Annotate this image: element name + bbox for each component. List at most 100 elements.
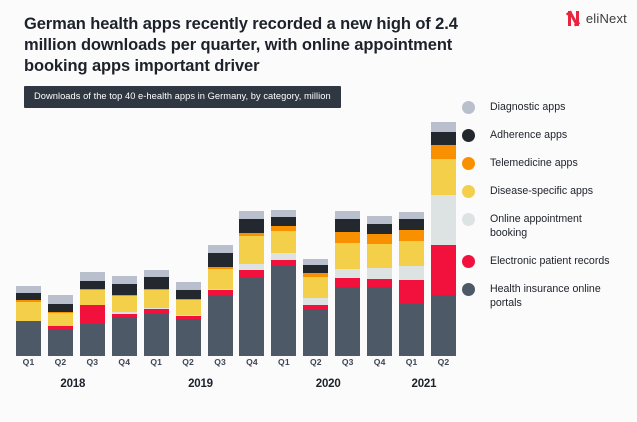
bar-segment[interactable] <box>335 211 361 220</box>
bar-segment[interactable] <box>111 296 137 312</box>
bar-segment[interactable] <box>143 313 169 356</box>
bar-segment[interactable] <box>79 289 105 291</box>
bar-segment[interactable] <box>143 308 169 314</box>
bar-segment[interactable] <box>399 265 425 281</box>
bar-segment[interactable] <box>239 263 265 271</box>
bar-segment[interactable] <box>367 267 393 280</box>
bar-segment[interactable] <box>239 270 265 278</box>
bar-segment[interactable] <box>271 264 297 356</box>
bar-segment[interactable] <box>16 286 41 294</box>
bar-segment[interactable] <box>175 315 201 319</box>
bar-segment[interactable] <box>111 313 137 317</box>
bar-segment[interactable] <box>399 219 425 231</box>
bar-segment[interactable] <box>271 231 297 253</box>
bar-column[interactable] <box>16 120 41 356</box>
bar-segment[interactable] <box>175 318 201 356</box>
bar-segment[interactable] <box>335 219 361 233</box>
bar-segment[interactable] <box>207 266 233 269</box>
bar-segment[interactable] <box>207 252 233 267</box>
bar-segment[interactable] <box>111 284 137 296</box>
bar-column[interactable] <box>271 120 297 356</box>
bar-segment[interactable] <box>79 281 105 290</box>
bar-segment[interactable] <box>47 311 73 313</box>
bar-segment[interactable] <box>430 194 456 245</box>
bar-segment[interactable] <box>79 323 105 356</box>
bar-segment[interactable] <box>271 259 297 265</box>
legend-item[interactable]: Online appointment booking <box>462 212 630 240</box>
bar-segment[interactable] <box>335 268 361 279</box>
legend-item[interactable]: Adherence apps <box>462 128 630 142</box>
bar-segment[interactable] <box>207 295 233 356</box>
bar-segment[interactable] <box>79 304 105 324</box>
bar-segment[interactable] <box>16 293 41 300</box>
bar-segment[interactable] <box>207 290 233 296</box>
bar-segment[interactable] <box>143 277 169 290</box>
bar-segment[interactable] <box>399 280 425 304</box>
bar-column[interactable] <box>239 120 265 356</box>
legend-item[interactable]: Telemedicine apps <box>462 156 630 170</box>
bar-segment[interactable] <box>335 287 361 356</box>
bar-segment[interactable] <box>143 290 169 308</box>
bar-segment[interactable] <box>335 278 361 288</box>
bar-segment[interactable] <box>430 159 456 195</box>
bar-segment[interactable] <box>271 217 297 227</box>
bar-segment[interactable] <box>367 224 393 235</box>
legend-item[interactable]: Disease-specific apps <box>462 184 630 198</box>
bar-column[interactable] <box>335 120 361 356</box>
bar-segment[interactable] <box>143 269 169 278</box>
bar-segment[interactable] <box>367 243 393 268</box>
bar-segment[interactable] <box>79 272 105 282</box>
legend-item[interactable]: Diagnostic apps <box>462 100 630 114</box>
bar-segment[interactable] <box>175 314 201 316</box>
bar-segment[interactable] <box>207 289 233 291</box>
bar-segment[interactable] <box>335 232 361 243</box>
bar-segment[interactable] <box>399 303 425 356</box>
bar-segment[interactable] <box>175 299 201 300</box>
bar-column[interactable] <box>303 120 329 356</box>
bar-column[interactable] <box>143 120 169 356</box>
bar-segment[interactable] <box>16 301 41 321</box>
bar-column[interactable] <box>367 120 393 356</box>
bar-column[interactable] <box>399 120 425 356</box>
bar-segment[interactable] <box>239 233 265 237</box>
bar-segment[interactable] <box>430 244 456 296</box>
bar-segment[interactable] <box>271 209 297 218</box>
bar-segment[interactable] <box>47 325 73 330</box>
bar-segment[interactable] <box>111 295 137 297</box>
bar-segment[interactable] <box>111 311 137 314</box>
bar-segment[interactable] <box>143 307 169 309</box>
bar-segment[interactable] <box>430 122 456 132</box>
bar-segment[interactable] <box>367 287 393 356</box>
bar-segment[interactable] <box>111 276 137 285</box>
bar-column[interactable] <box>79 120 105 356</box>
bar-column[interactable] <box>111 120 137 356</box>
bar-segment[interactable] <box>399 240 425 266</box>
bar-segment[interactable] <box>47 295 73 304</box>
bar-segment[interactable] <box>399 212 425 220</box>
bar-segment[interactable] <box>207 244 233 253</box>
bar-segment[interactable] <box>303 277 329 299</box>
bar-segment[interactable] <box>303 258 329 265</box>
bar-segment[interactable] <box>143 289 169 291</box>
bar-column[interactable] <box>175 120 201 356</box>
bar-segment[interactable] <box>175 282 201 291</box>
bar-segment[interactable] <box>16 320 41 356</box>
bar-segment[interactable] <box>79 290 105 305</box>
bar-segment[interactable] <box>47 312 73 326</box>
bar-column[interactable] <box>47 120 73 356</box>
bar-column[interactable] <box>207 120 233 356</box>
bar-segment[interactable] <box>239 210 265 220</box>
bar-segment[interactable] <box>239 236 265 264</box>
bar-segment[interactable] <box>303 304 329 309</box>
bar-column[interactable] <box>430 120 456 356</box>
bar-segment[interactable] <box>271 252 297 260</box>
bar-segment[interactable] <box>430 295 456 356</box>
bar-segment[interactable] <box>303 273 329 278</box>
bar-segment[interactable] <box>16 299 41 302</box>
bar-segment[interactable] <box>239 219 265 234</box>
bar-segment[interactable] <box>111 316 137 356</box>
bar-segment[interactable] <box>303 264 329 274</box>
bar-segment[interactable] <box>335 242 361 269</box>
bar-segment[interactable] <box>47 329 73 356</box>
bar-segment[interactable] <box>303 308 329 356</box>
